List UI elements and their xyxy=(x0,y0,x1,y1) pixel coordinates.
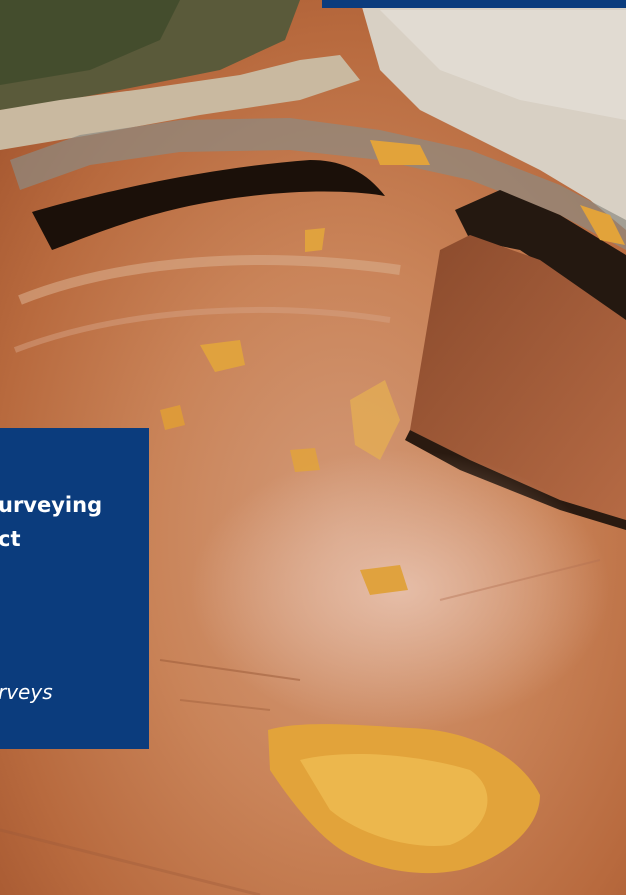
caption-subtitle: rveys xyxy=(0,680,53,704)
mud-patch xyxy=(290,448,320,472)
right-pit xyxy=(410,235,626,520)
mud-patch xyxy=(370,140,430,165)
mud-patch xyxy=(305,228,325,252)
caption-card: urveying ct rveys xyxy=(0,428,149,749)
mud-patch xyxy=(580,205,625,245)
caption-title: urveying ct xyxy=(0,488,149,556)
top-accent-bar xyxy=(322,0,626,8)
trench-shadow xyxy=(32,160,385,250)
mud-patch xyxy=(200,340,245,372)
caption-title-line-2: ct xyxy=(0,527,21,551)
right-pit-shadow xyxy=(455,190,626,330)
mud-patch xyxy=(160,405,185,430)
mud-patch xyxy=(360,565,408,595)
dirt-road xyxy=(0,55,360,150)
caption-title-line-1: urveying xyxy=(0,493,103,517)
mud-streak xyxy=(350,380,400,460)
